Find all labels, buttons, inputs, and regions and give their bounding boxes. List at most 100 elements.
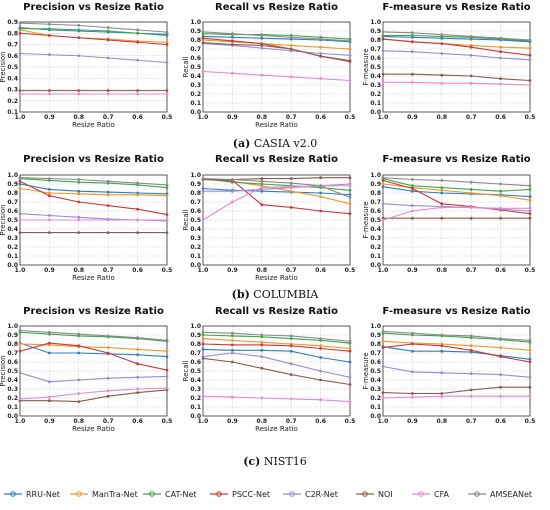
data-point <box>106 190 110 194</box>
data-point <box>77 28 81 32</box>
data-point <box>440 191 444 195</box>
data-point <box>528 83 532 87</box>
y-tick-label: 0.2 <box>370 244 381 251</box>
y-tick-label: 0.9 <box>370 332 381 339</box>
y-tick-label: 0.5 <box>190 217 201 224</box>
data-point <box>348 349 352 353</box>
data-point <box>411 216 414 220</box>
x-tick-label: 0.7 <box>286 267 297 274</box>
data-point <box>136 58 140 62</box>
data-point <box>348 196 352 199</box>
plot-frame <box>19 21 168 113</box>
x-tick-label: 1.0 <box>378 267 389 274</box>
data-point <box>48 231 51 235</box>
x-tick-label: 0.9 <box>407 418 418 425</box>
y-axis-label: Precision <box>0 355 7 386</box>
y-axis-label: Recall <box>182 57 190 78</box>
legend-item: RRU-Net <box>4 490 60 499</box>
series-rru-net <box>381 35 532 44</box>
y-tick-label: 1.0 <box>370 323 381 330</box>
data-point <box>499 56 502 60</box>
data-point <box>528 206 532 210</box>
legend-marker <box>289 491 295 497</box>
y-tick-label: 0.0 <box>370 413 381 420</box>
data-point <box>499 346 502 349</box>
data-point <box>77 378 81 382</box>
legend-marker <box>362 491 368 497</box>
data-point <box>289 75 293 79</box>
data-point <box>289 177 293 181</box>
legend-label: NOI <box>378 490 393 499</box>
x-tick-label: 0.6 <box>315 114 326 121</box>
series-noi <box>18 89 169 93</box>
series-line <box>19 180 168 216</box>
series-pscc-net <box>201 342 352 353</box>
data-point <box>289 189 293 193</box>
y-tick-label: 0.1 <box>7 404 18 411</box>
chart-panel-4: Precision vs Resize Ratio 0.0 0.1 0.2 0.3 0.4… <box>0 154 172 282</box>
y-tick-label: 0.3 <box>190 82 201 89</box>
data-point <box>381 346 385 349</box>
series-pscc-net <box>381 37 532 57</box>
series-rru-net <box>201 348 352 364</box>
data-point <box>165 89 169 93</box>
data-point <box>528 46 532 50</box>
data-point <box>528 79 532 82</box>
subfigure-caption: (b) COLUMBIA <box>232 288 320 301</box>
data-point <box>499 77 502 81</box>
x-tick-label: 0.6 <box>132 114 143 121</box>
y-axis-label: Recall <box>182 210 190 231</box>
x-tick-label: 1.0 <box>198 267 209 274</box>
y-tick-label: 0.7 <box>370 199 381 206</box>
data-point <box>381 202 385 206</box>
data-point <box>77 215 81 219</box>
data-point <box>499 385 502 389</box>
chart-title: F-measure vs Resize Ratio <box>382 2 530 13</box>
data-point <box>440 392 444 395</box>
data-point <box>165 386 169 390</box>
series-line <box>202 35 351 43</box>
series-line <box>19 372 168 383</box>
data-point <box>18 218 22 222</box>
data-point <box>201 342 205 346</box>
x-tick-label: 0.7 <box>466 114 477 121</box>
series-line <box>202 70 351 82</box>
series-line <box>19 52 168 64</box>
data-point <box>260 36 264 40</box>
data-point <box>411 34 414 37</box>
data-point <box>381 30 385 34</box>
x-axis-label: Resize Ratio <box>255 425 298 433</box>
series-line <box>202 348 351 363</box>
series-noi <box>18 231 169 235</box>
data-point <box>106 56 110 60</box>
series-pscc-net <box>18 31 169 46</box>
y-tick-label: 1.0 <box>190 172 201 179</box>
data-point <box>136 40 140 44</box>
data-point <box>528 375 532 379</box>
data-point <box>136 193 140 197</box>
data-point <box>77 351 81 355</box>
data-point <box>231 351 234 355</box>
caption-dataset: NIST16 <box>260 455 306 468</box>
data-point <box>528 188 532 191</box>
series-line <box>382 31 531 41</box>
y-tick-label: 0.9 <box>7 332 18 339</box>
x-tick-label: 0.6 <box>495 418 506 425</box>
series-noi <box>381 385 532 395</box>
y-tick-label: 1.0 <box>7 172 18 179</box>
y-tick-label: 0.7 <box>190 350 201 357</box>
data-point <box>440 52 444 55</box>
y-tick-label: 0.8 <box>370 341 381 348</box>
data-point <box>381 391 385 394</box>
series-cfa <box>381 394 532 400</box>
x-tick-label: 0.8 <box>436 114 447 121</box>
series-line <box>19 342 168 371</box>
data-point <box>18 371 22 375</box>
y-tick-label: 1.0 <box>370 19 381 26</box>
data-point <box>136 391 140 394</box>
data-point <box>319 77 322 81</box>
data-point <box>348 59 352 63</box>
data-point <box>469 206 473 209</box>
data-point <box>231 331 234 335</box>
